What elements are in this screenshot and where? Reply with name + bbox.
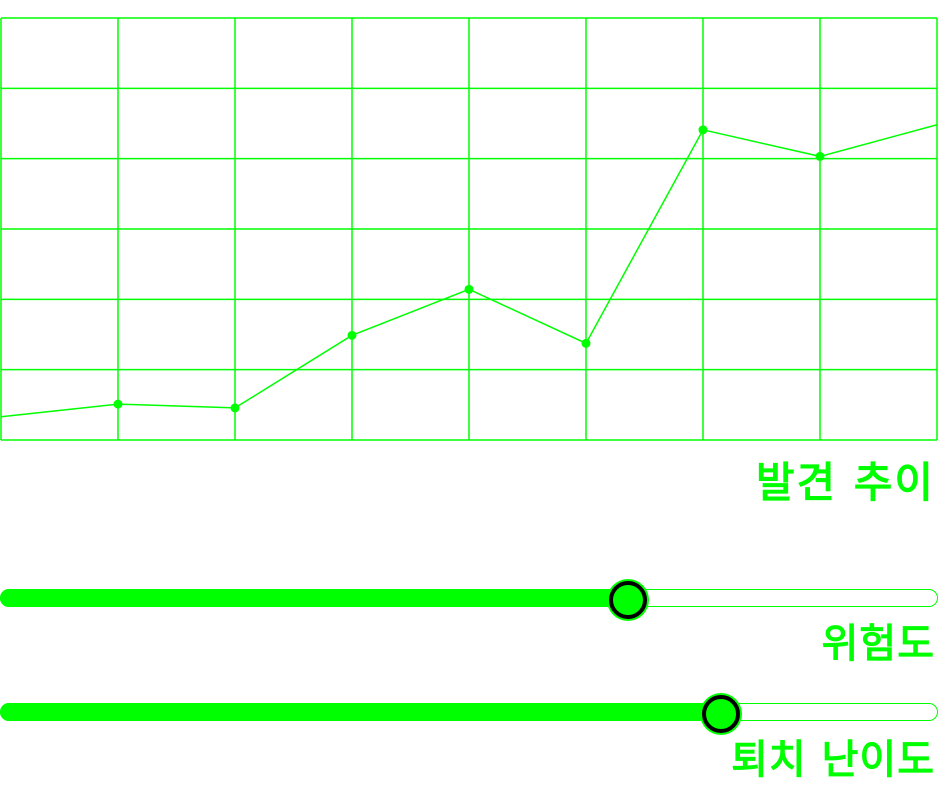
data-point [464, 284, 474, 294]
chart-title: 발견 추이 [755, 458, 935, 507]
data-point [698, 125, 708, 135]
data-point [347, 330, 357, 340]
findings-trend-chart [0, 17, 938, 441]
chart-series [0, 124, 938, 418]
removal-difficulty-slider[interactable] [0, 695, 939, 733]
risk-slider[interactable] [0, 581, 939, 619]
removal-difficulty-slider-fill [0, 703, 719, 721]
risk-slider-label: 위험도 [821, 621, 935, 667]
data-point [815, 151, 825, 161]
removal-difficulty-slider-label: 퇴치 난이도 [731, 737, 935, 783]
data-point [581, 338, 591, 348]
removal-difficulty-slider-thumb[interactable] [702, 695, 740, 733]
data-point [230, 403, 240, 413]
chart-grid [0, 17, 938, 441]
risk-slider-fill [0, 589, 626, 607]
data-point [113, 399, 123, 409]
risk-slider-thumb[interactable] [609, 581, 647, 619]
